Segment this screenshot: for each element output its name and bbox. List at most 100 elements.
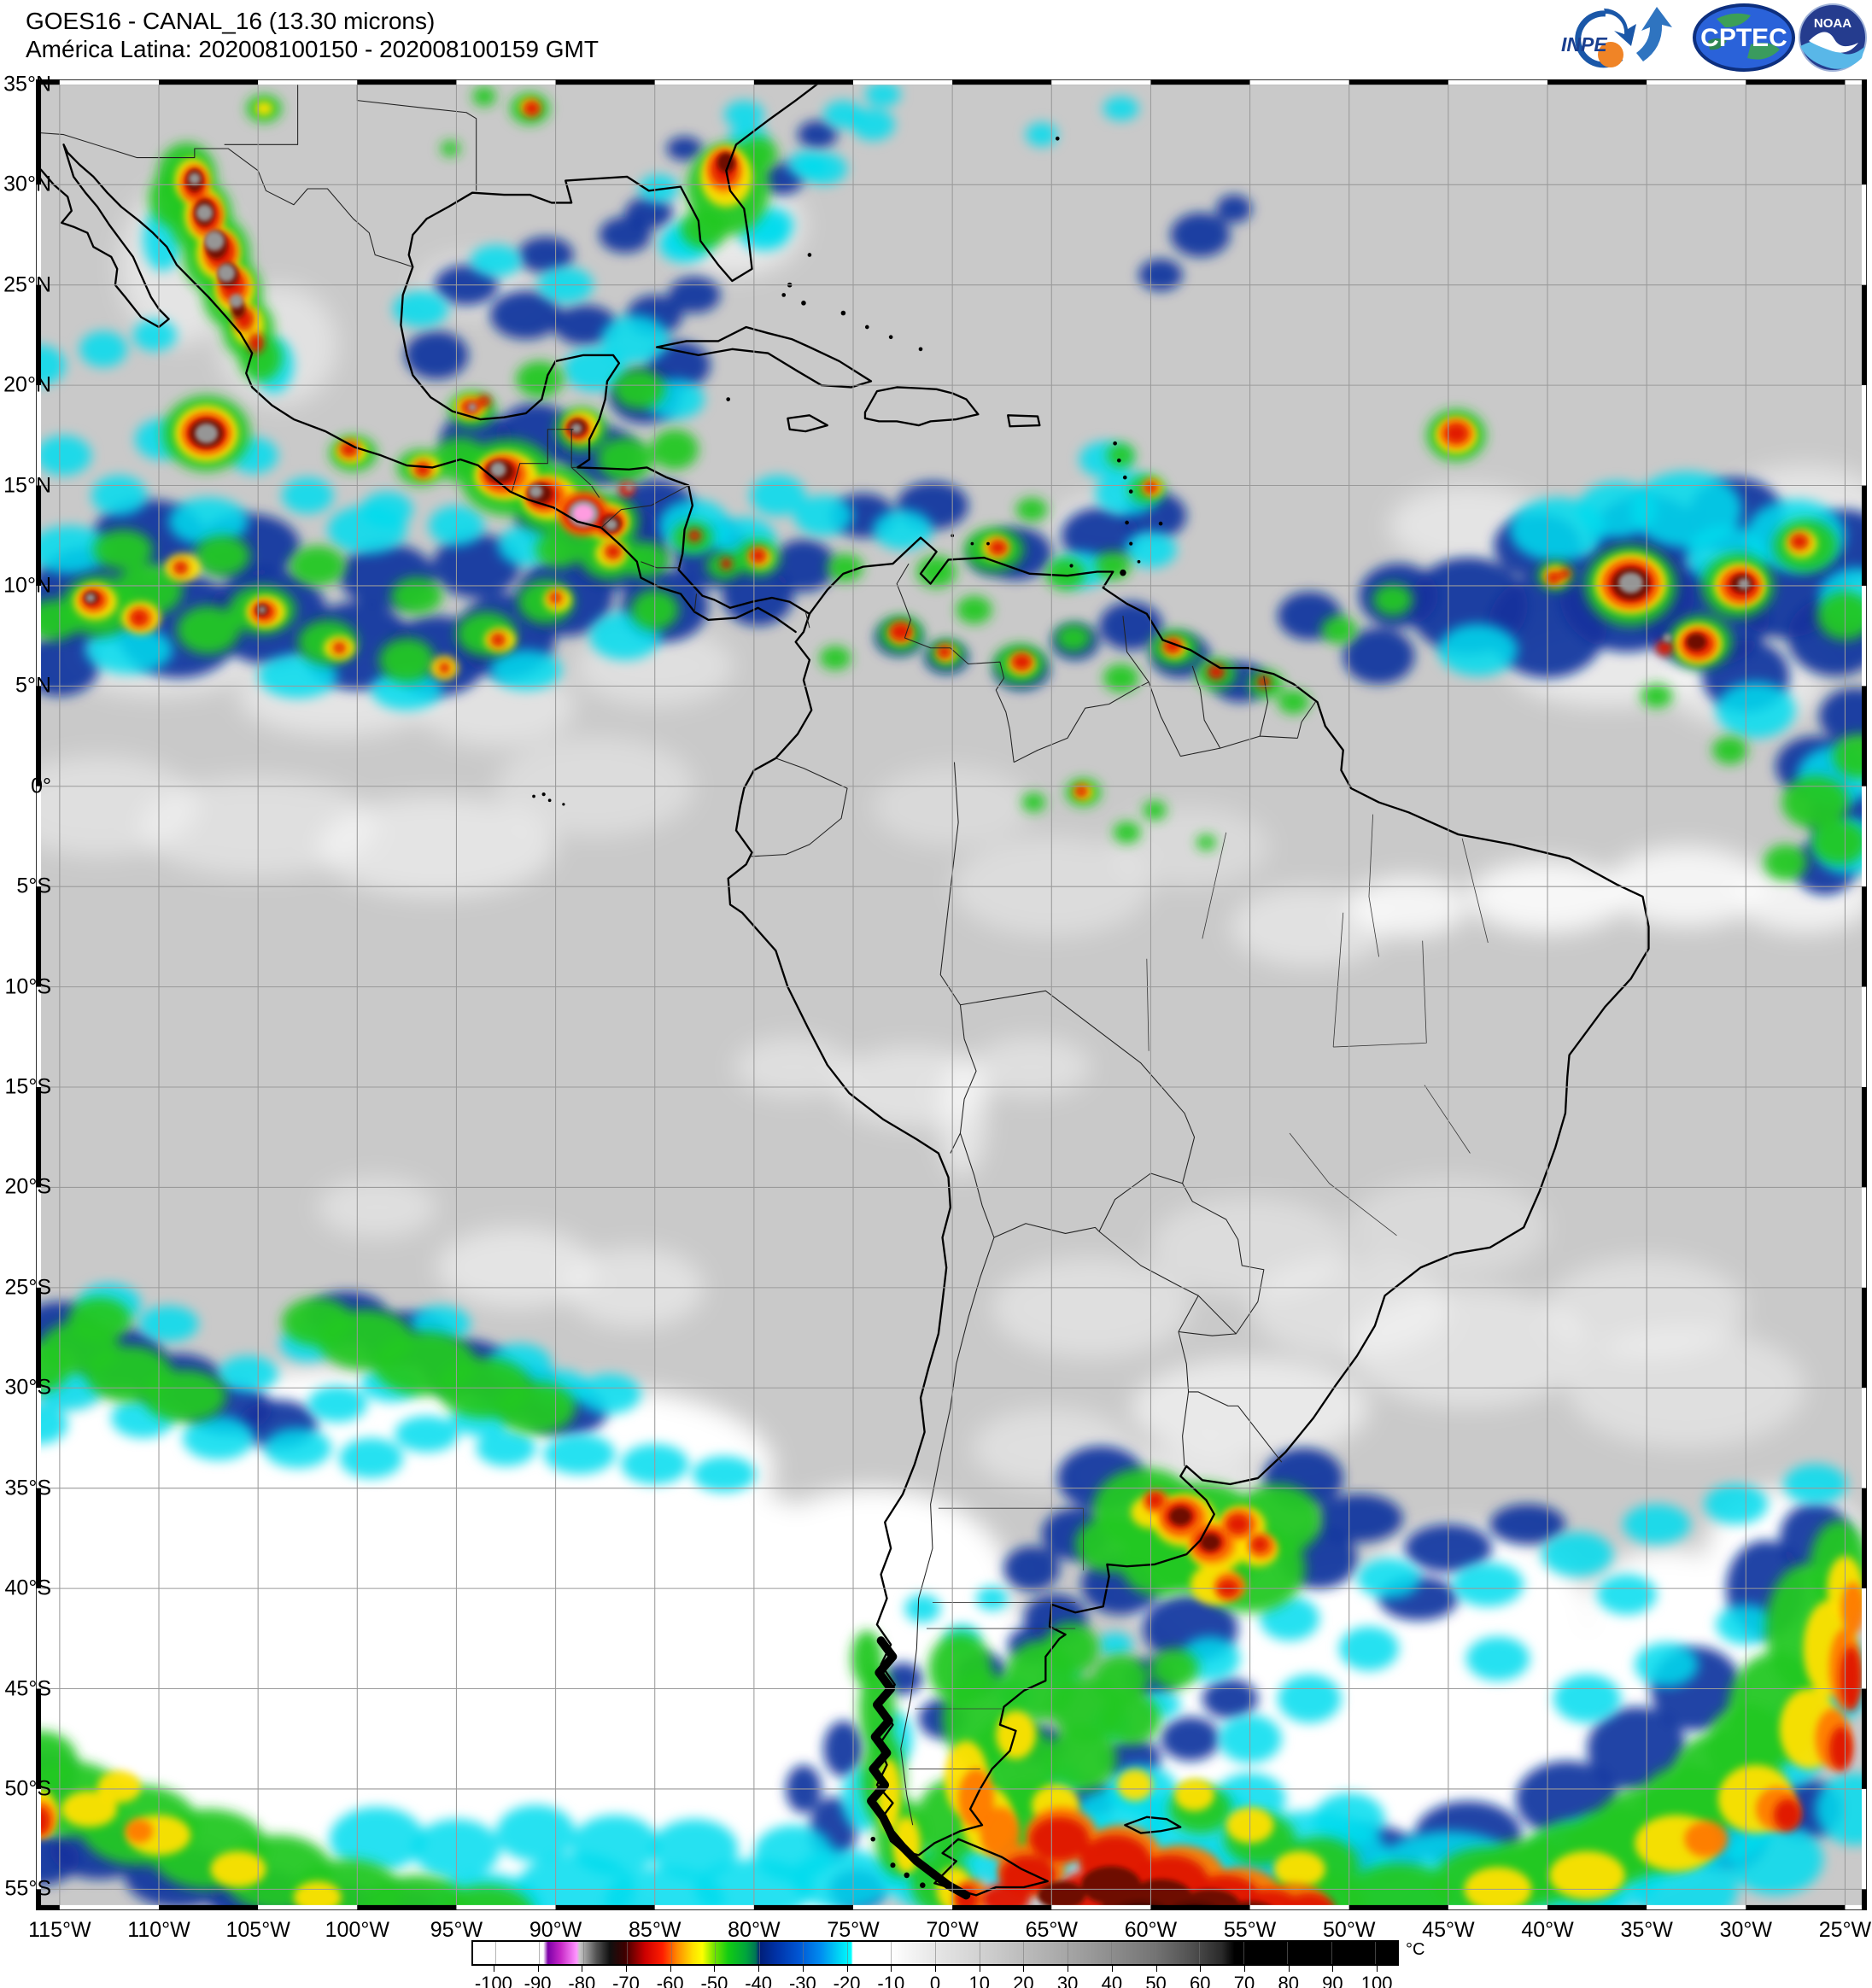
colorbar-inner-tick [1287,1942,1289,1964]
lat-label: 25°S [4,1275,51,1300]
colorbar-inner-tick [627,1942,629,1964]
lon-label: 65°W [1025,1918,1078,1942]
lon-label: 80°W [728,1918,781,1942]
colorbar-tick [802,1966,804,1972]
colorbar-tick-label: 90 [1322,1973,1343,1988]
colorbar-tick [1155,1966,1157,1972]
uruguay-borders [1178,1295,1283,1466]
lon-label: 40°W [1521,1918,1574,1942]
lon-label: 85°W [629,1918,682,1942]
colorbar-inner-tick [1199,1942,1201,1964]
lat-label: 20°S [4,1174,51,1199]
falklands-coast [1124,1816,1182,1834]
colorbar-inner-tick [758,1942,760,1964]
lat-label: 30°S [4,1375,51,1400]
colorbar-tick-label: -100 [474,1973,512,1988]
colorbar-tick-label: -20 [833,1973,861,1988]
paraguay-argentina-borders [1098,1183,1265,1336]
lon-label: 90°W [529,1918,582,1942]
lat-label: 15°N [3,473,51,498]
colorbar-tick-label: -90 [524,1973,552,1988]
colorbar-inner-tick [846,1942,848,1964]
south-america-coast [727,536,1650,1856]
jamaica-coast [787,414,828,433]
colorbar-tick-label: 80 [1278,1973,1299,1988]
inpe-logo-text: INPE [1561,33,1607,56]
map-frame [36,79,1867,1910]
inpe-logo: INPE [1561,7,1672,68]
colorbar-tick [891,1966,892,1972]
guianas-borders [1148,665,1316,757]
colorbar-tick-label: -10 [877,1973,905,1988]
colorbar-inner-tick [891,1942,892,1964]
graticule [36,79,1867,1910]
lon-label: 55°W [1223,1918,1277,1942]
cptec-logo: CPTEC [1693,3,1795,72]
andean-borders [750,757,1196,1238]
colorbar-inner-tick [1111,1942,1113,1964]
us-mexico-border [36,132,413,268]
colorbar-inner-tick [1375,1942,1377,1964]
noaa-logo-text: NOAA [1814,16,1852,31]
lat-label: 25°N [3,272,51,297]
colorbar-tick-label: 30 [1056,1973,1079,1988]
lat-label: 35°N [3,72,51,96]
inpe-orange-dot [1598,42,1623,67]
lon-label: 35°W [1620,1918,1673,1942]
colorbar-tick [1332,1966,1334,1972]
lon-label: 30°W [1719,1918,1772,1942]
colorbar-tick [1111,1966,1113,1972]
colorbar-tick [670,1966,671,1972]
lon-label: 100°W [325,1918,389,1942]
product-header: GOES16 - CANAL_16 (13.30 microns) Améric… [26,7,599,63]
temperature-colorbar [471,1940,1399,1966]
colorbar-inner-tick [1155,1942,1156,1964]
lon-label: 95°W [430,1918,483,1942]
colorbar-tick [935,1966,936,1972]
colorbar-tick [626,1966,627,1972]
small-islands [532,136,1163,1888]
lon-label: 50°W [1323,1918,1376,1942]
colorbar-tick-label: 50 [1145,1973,1167,1988]
lat-label: 50°S [4,1776,51,1801]
lon-label: 45°W [1422,1918,1475,1942]
colorbar-tick [1288,1966,1290,1972]
colorbar-tick [1023,1966,1025,1972]
agency-logos: INPE CPTEC NOAA [1554,2,1869,73]
colorbar-tick-label: 60 [1190,1973,1211,1988]
colorbar-tick-label: 40 [1101,1973,1123,1988]
venezuela-colombia-border [896,563,1015,763]
colorbar-tick-label: 0 [929,1973,941,1988]
country-borders [36,79,1489,1826]
lon-label: 70°W [926,1918,979,1942]
lat-label: 45°S [4,1676,51,1700]
lat-label: 0° [31,774,51,798]
lat-label: 10°N [3,573,51,598]
colorbar-tick-label: 70 [1233,1973,1255,1988]
colorbar-tick [1200,1966,1202,1972]
chile-argentina-border [900,1237,995,1826]
colorbar-tick-label: 100 [1360,1973,1393,1988]
puerto-rico-coast [1007,414,1041,428]
noaa-logo: NOAA [1799,3,1867,72]
colorbar-tick-label: -40 [745,1973,773,1988]
colorbar-unit: °C [1406,1940,1425,1959]
colorbar-tick [714,1966,716,1972]
cuba-coast [655,325,873,389]
colorbar-tick [1244,1966,1245,1972]
lat-label: 35°S [4,1476,51,1500]
cptec-logo-text: CPTEC [1700,24,1787,52]
colorbar-tick [846,1966,848,1972]
colorbar-tick-label: -80 [568,1973,596,1988]
colorbar-tick-label: -60 [656,1973,684,1988]
colorbar-inner-tick [1243,1942,1244,1964]
lon-label: 105°W [225,1918,290,1942]
hispaniola-coast [863,386,980,427]
argentina-province-borders [909,1507,1084,1769]
north-america-coast [400,79,825,615]
colorbar-inner-tick [1023,1942,1025,1964]
product-title: GOES16 - CANAL_16 (13.30 microns) [26,8,436,34]
colorbar-inner-tick [494,1942,496,1964]
colorbar-inner-tick [715,1942,717,1964]
venezuela-brazil-border [1013,616,1150,763]
